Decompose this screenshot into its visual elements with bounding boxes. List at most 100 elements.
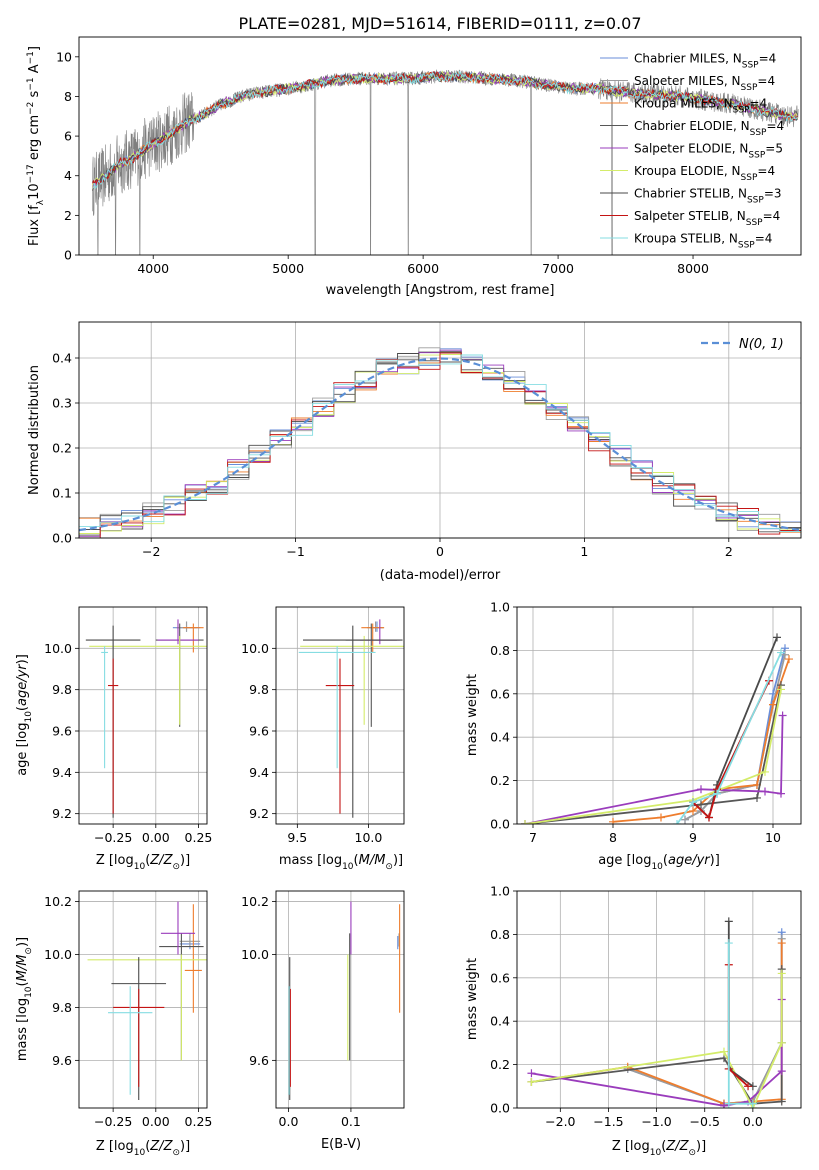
mass-weight-marker bbox=[609, 817, 617, 824]
x-axis-label: Z [log10(Z/Z⊙)] bbox=[96, 1139, 190, 1158]
chart-spectrum: 4000 5000 6000 7000 8000 0 2 4 6 8 10 Chabrier MILE… bbox=[26, 36, 802, 298]
chart-age-vs-z: −0.25 0.00 0.25 9.2 9.4 9.6 9.8 10.0 Z [log10(Z/… bbox=[15, 606, 212, 872]
chart-mass-vs-ebv: 0.0 0.1 9.6 10.0 10.2 E(B-V) bbox=[241, 890, 405, 1152]
x-tick-label: 4000 bbox=[137, 261, 169, 276]
residual-legend: N(0, 1) bbox=[701, 337, 784, 352]
x-tick-label: −2 bbox=[142, 544, 160, 559]
y-tick-label: 9.6 bbox=[249, 1053, 269, 1068]
y-axis-label: mass [log10(M/M⊙)] bbox=[15, 937, 34, 1061]
x-axis-label: wavelength [Angstrom, rest frame] bbox=[326, 283, 555, 298]
mass-weight-marker bbox=[777, 969, 786, 978]
x-tick-label: −2.0 bbox=[545, 1114, 575, 1129]
y-tick-label: 8 bbox=[64, 89, 72, 104]
mass-weight-marker bbox=[521, 820, 529, 824]
ticks: −2.0 −1.5 −1.0 −0.5 0.0 0.0 0.2 0.4 0.6 0.8 1.0 bbox=[490, 884, 763, 1130]
y-tick-label: 0.6 bbox=[490, 686, 510, 701]
plot-area bbox=[288, 901, 401, 1101]
gridlines bbox=[79, 607, 207, 824]
y-axis-label: age [log10(age/yr)] bbox=[15, 654, 34, 776]
y-tick-label: 0.6 bbox=[490, 970, 510, 985]
y-tick-label: 4 bbox=[64, 168, 72, 183]
mass-weight-marker bbox=[744, 1082, 753, 1091]
x-tick-label: 8000 bbox=[677, 261, 709, 276]
y-tick-label: 0.0 bbox=[490, 1101, 510, 1116]
y-tick-label: 0 bbox=[64, 248, 72, 263]
mass-weight-marker bbox=[673, 820, 681, 824]
x-tick-label: 9 bbox=[689, 830, 697, 845]
plot-area bbox=[527, 917, 786, 1108]
plot-area bbox=[92, 69, 799, 255]
y-tick-label: 10.0 bbox=[241, 641, 269, 656]
chart-residuals: −2 −1 0 1 2 0.0 0.1 0.2 0.3 0.4 N(0, 1) (data-model… bbox=[27, 321, 802, 583]
y-tick-label: 0.2 bbox=[52, 441, 72, 456]
mass-weight-line bbox=[531, 973, 783, 1108]
legend-entry: Kroupa MILES, NSSP=4 bbox=[634, 97, 767, 116]
legend-entry: Chabrier MILES, NSSP=4 bbox=[634, 52, 776, 71]
plot-area bbox=[79, 347, 801, 538]
x-tick-label: −1 bbox=[286, 544, 304, 559]
mass-weight-line bbox=[524, 689, 782, 824]
mass-weight-marker bbox=[689, 806, 697, 815]
legend-entry: N(0, 1) bbox=[739, 337, 784, 352]
figure-title: PLATE=0281, MJD=51614, FIBERID=0111, z=0… bbox=[238, 14, 641, 33]
ticks: 9.5 10.0 9.2 9.4 9.6 9.8 10.0 bbox=[241, 641, 382, 845]
legend-entry: Chabrier ELODIE, NSSP=4 bbox=[634, 119, 784, 138]
y-tick-label: 0.3 bbox=[52, 396, 72, 411]
x-tick-label: 6000 bbox=[407, 261, 439, 276]
x-tick-label: 0.0 bbox=[279, 1114, 299, 1129]
y-axis-label: Normed distribution bbox=[27, 365, 42, 495]
y-tick-label: 9.8 bbox=[52, 682, 72, 697]
x-tick-label: −1.0 bbox=[641, 1114, 671, 1129]
mass-weight-marker bbox=[713, 789, 721, 798]
normal-curve bbox=[79, 357, 801, 532]
chart-cumulative-mass-weight-vs-z: −2.0 −1.5 −1.0 −0.5 0.0 0.0 0.2 0.4 0.6 0.8 1.0 Z [… bbox=[465, 884, 802, 1158]
x-tick-label: 0.0 bbox=[743, 1114, 763, 1129]
x-tick-label: 10 bbox=[765, 830, 781, 845]
legend-entry: Salpeter STELIB, NSSP=4 bbox=[634, 209, 780, 228]
x-tick-label: 9.5 bbox=[287, 830, 307, 845]
mass-weight-marker bbox=[697, 785, 705, 794]
x-axis-label: mass [log10(M/M⊙)] bbox=[279, 853, 403, 872]
plot-area bbox=[87, 901, 207, 1101]
x-tick-label: −0.25 bbox=[94, 1114, 132, 1129]
x-tick-label: 0 bbox=[436, 544, 444, 559]
legend-entry: Salpeter ELODIE, NSSP=5 bbox=[634, 142, 783, 161]
mass-weight-marker bbox=[527, 1069, 536, 1078]
x-tick-label: 7 bbox=[529, 830, 537, 845]
y-tick-label: 0.8 bbox=[490, 927, 510, 942]
y-tick-label: 0.4 bbox=[52, 351, 72, 366]
y-tick-label: 10.0 bbox=[241, 947, 269, 962]
ticks: 0.0 0.1 9.6 10.0 10.2 bbox=[241, 894, 361, 1129]
y-tick-label: 0.0 bbox=[52, 531, 72, 546]
y-tick-label: 9.4 bbox=[249, 765, 269, 780]
y-tick-label: 0.8 bbox=[490, 643, 510, 658]
mass-weight-marker bbox=[705, 813, 713, 822]
x-tick-label: 5000 bbox=[272, 261, 304, 276]
y-tick-label: 1.0 bbox=[490, 600, 510, 615]
y-tick-label: 9.8 bbox=[52, 1000, 72, 1015]
y-tick-label: 0.2 bbox=[490, 773, 510, 788]
mass-weight-marker bbox=[777, 1067, 786, 1076]
mass-weight-marker bbox=[777, 685, 785, 694]
legend-entry: Kroupa STELIB, NSSP=4 bbox=[634, 232, 772, 251]
y-tick-label: 9.2 bbox=[249, 806, 269, 821]
mass-weight-marker bbox=[777, 1097, 786, 1106]
gridlines bbox=[517, 890, 801, 1109]
mass-weight-marker bbox=[689, 798, 697, 807]
legend-entry: Kroupa ELODIE, NSSP=4 bbox=[634, 164, 775, 183]
mass-weight-marker bbox=[724, 939, 733, 948]
axes-frame bbox=[78, 321, 802, 539]
axes-frame bbox=[516, 606, 802, 825]
y-tick-label: 9.6 bbox=[52, 1053, 72, 1068]
x-tick-label: 0.1 bbox=[341, 1114, 361, 1129]
y-tick-label: 0.1 bbox=[52, 486, 72, 501]
y-tick-label: 6 bbox=[64, 129, 72, 144]
y-tick-label: 10.0 bbox=[44, 947, 72, 962]
model-spectrum bbox=[92, 70, 798, 190]
y-tick-label: 9.6 bbox=[52, 724, 72, 739]
x-tick-label: 0.00 bbox=[142, 1114, 170, 1129]
x-tick-label: −0.5 bbox=[690, 1114, 720, 1129]
gridlines bbox=[79, 891, 207, 1108]
y-axis-label: Flux [fλ10−17 erg cm−2 s−1 A−1] bbox=[26, 46, 46, 246]
